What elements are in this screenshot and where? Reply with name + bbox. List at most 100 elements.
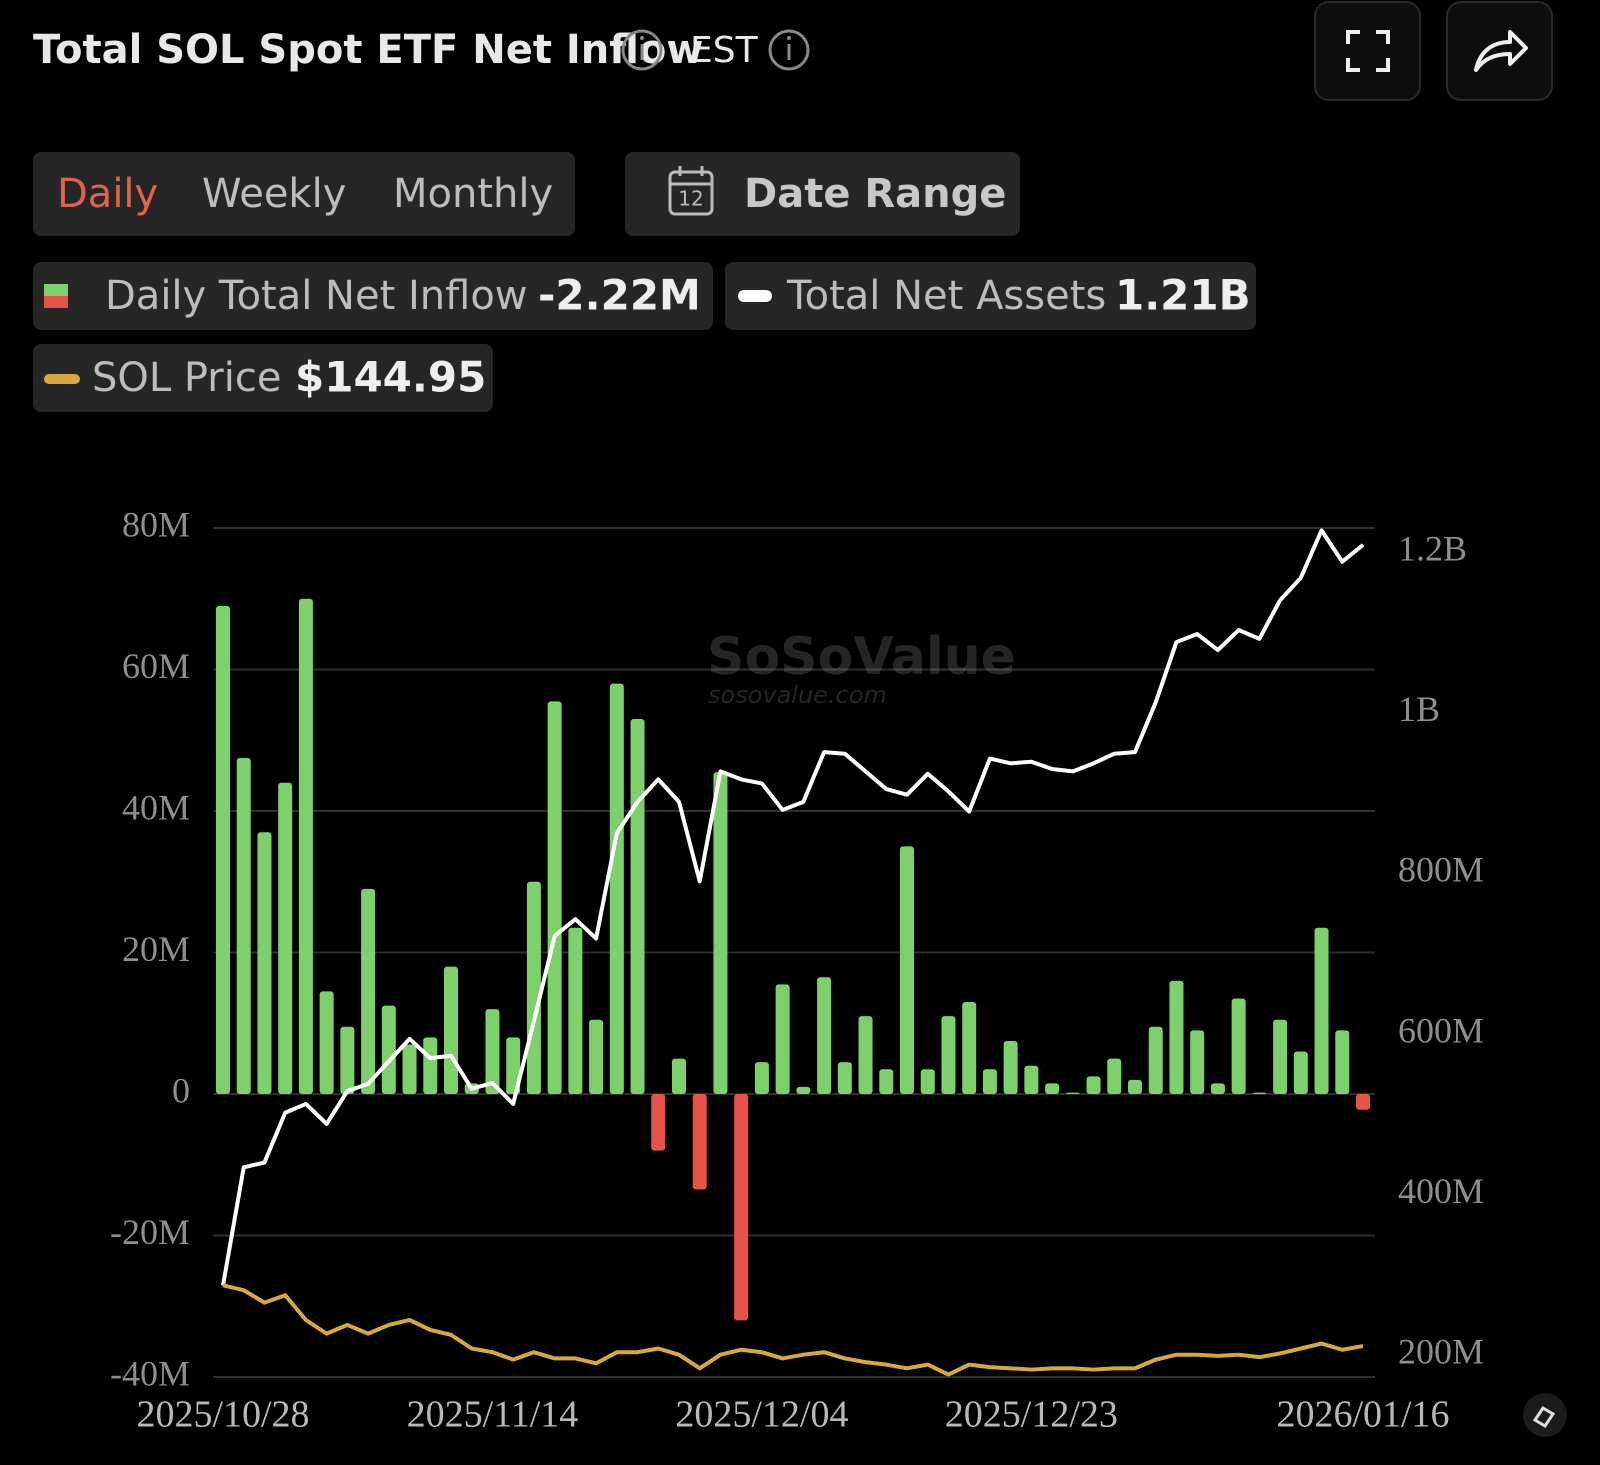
bar [796, 1086, 811, 1094]
bar [1107, 1058, 1122, 1094]
bar [1356, 1094, 1370, 1110]
bar [1003, 1040, 1018, 1094]
bar [1252, 1092, 1267, 1094]
bar [1024, 1065, 1039, 1094]
bar [858, 1016, 873, 1094]
bar [651, 1094, 666, 1151]
line [222, 1283, 1364, 1377]
legend-box [33, 262, 713, 330]
fullscreen-button[interactable] [1314, 1, 1421, 101]
share-button[interactable] [1446, 1, 1553, 101]
legend-label: Total Net Assets [786, 273, 1106, 319]
legend-box [33, 344, 493, 412]
bar [1293, 1051, 1308, 1094]
bar [713, 772, 728, 1094]
legend-label: SOL Price [92, 355, 281, 401]
x-tick-label: 2025/11/14 [407, 1394, 579, 1436]
bar [672, 1058, 686, 1094]
bar [547, 701, 562, 1094]
x-tick-label: 2025/12/23 [945, 1394, 1118, 1436]
bar [837, 1062, 852, 1094]
bar [1045, 1083, 1060, 1094]
watermark: SoSoValue sosovalue.com [707, 627, 1016, 709]
calendar-day: 12 [678, 187, 703, 211]
legend-swatch [738, 290, 772, 302]
info-icon[interactable] [621, 29, 663, 71]
bar [1128, 1079, 1142, 1094]
watermark-url: sosovalue.com [708, 681, 887, 709]
bar [568, 927, 583, 1094]
legend-value: 1.21B [1115, 271, 1251, 320]
bar [754, 1062, 769, 1094]
y2-tick-label: 800M [1398, 850, 1484, 890]
plot: 80M 60M 40M 20M 0 -20M -40M 200M 400M 600M 800M 1B 1… [110, 504, 1484, 1435]
bar [982, 1069, 997, 1094]
bar [444, 966, 458, 1094]
bar [630, 719, 645, 1094]
y-tick-label: 60M [122, 646, 190, 686]
legend-value: -2.22M [538, 271, 701, 320]
x-tick-label: 2025/12/04 [675, 1394, 848, 1436]
y-tick-label: -20M [110, 1212, 190, 1252]
bar [319, 991, 334, 1094]
tab-group [33, 152, 575, 236]
bar [340, 1026, 355, 1094]
bar [278, 782, 293, 1094]
legend-swatch [44, 374, 80, 384]
line [221, 528, 1365, 1286]
bar [257, 832, 272, 1094]
info-icon[interactable] [768, 29, 810, 71]
bar [1210, 1083, 1225, 1094]
legend-swatch-positive [44, 284, 68, 296]
bar [692, 1094, 707, 1190]
y-tick-label: -40M [110, 1353, 190, 1393]
y-tick-label: 80M [122, 504, 190, 544]
bar [1086, 1076, 1101, 1094]
x-tick-label: 2026/01/16 [1276, 1394, 1449, 1436]
legend-label: Daily Total Net Inflow [105, 273, 528, 319]
bar [962, 1002, 977, 1094]
bar [734, 1094, 749, 1321]
y2-tick-label: 200M [1398, 1332, 1484, 1372]
y-tick-label: 0 [172, 1070, 190, 1110]
bar [920, 1069, 935, 1094]
bar [298, 598, 313, 1094]
timezone[interactable]: EST [690, 30, 759, 71]
bar [1190, 1030, 1205, 1094]
legend-value: $144.95 [295, 353, 486, 402]
bar [423, 1037, 438, 1094]
bar [526, 881, 541, 1094]
bar [941, 1016, 956, 1094]
bar [402, 1044, 417, 1094]
y-tick-label: 40M [122, 787, 190, 827]
bar [361, 888, 376, 1094]
date-range-label: Date Range [744, 171, 1006, 217]
y2-tick-label: 1B [1398, 689, 1440, 729]
bar [1273, 1019, 1288, 1094]
bar [381, 1005, 396, 1094]
bar [1335, 1030, 1350, 1094]
watermark-text: SoSoValue [707, 627, 1016, 687]
tab-weekly[interactable]: Weekly [202, 171, 346, 217]
tab-monthly[interactable]: Monthly [393, 171, 553, 217]
tab-daily[interactable]: Daily [57, 171, 158, 217]
bar [1065, 1092, 1080, 1094]
y-tick-label: 20M [122, 929, 190, 969]
bar [1231, 998, 1246, 1094]
bar [775, 984, 790, 1094]
y2-tick-label: 400M [1398, 1171, 1484, 1211]
bar [1169, 980, 1184, 1094]
bar [485, 1009, 500, 1094]
bar [900, 846, 914, 1094]
assistant-icon[interactable] [1523, 1393, 1567, 1437]
bar [589, 1019, 604, 1094]
date-range-button[interactable]: 12 Date Range [625, 152, 1020, 236]
bar [506, 1037, 521, 1094]
y2-tick-label: 600M [1398, 1010, 1484, 1050]
bar [1148, 1026, 1163, 1094]
bar [817, 977, 832, 1094]
x-tick-label: 2025/10/28 [136, 1394, 309, 1436]
bar [879, 1069, 894, 1094]
